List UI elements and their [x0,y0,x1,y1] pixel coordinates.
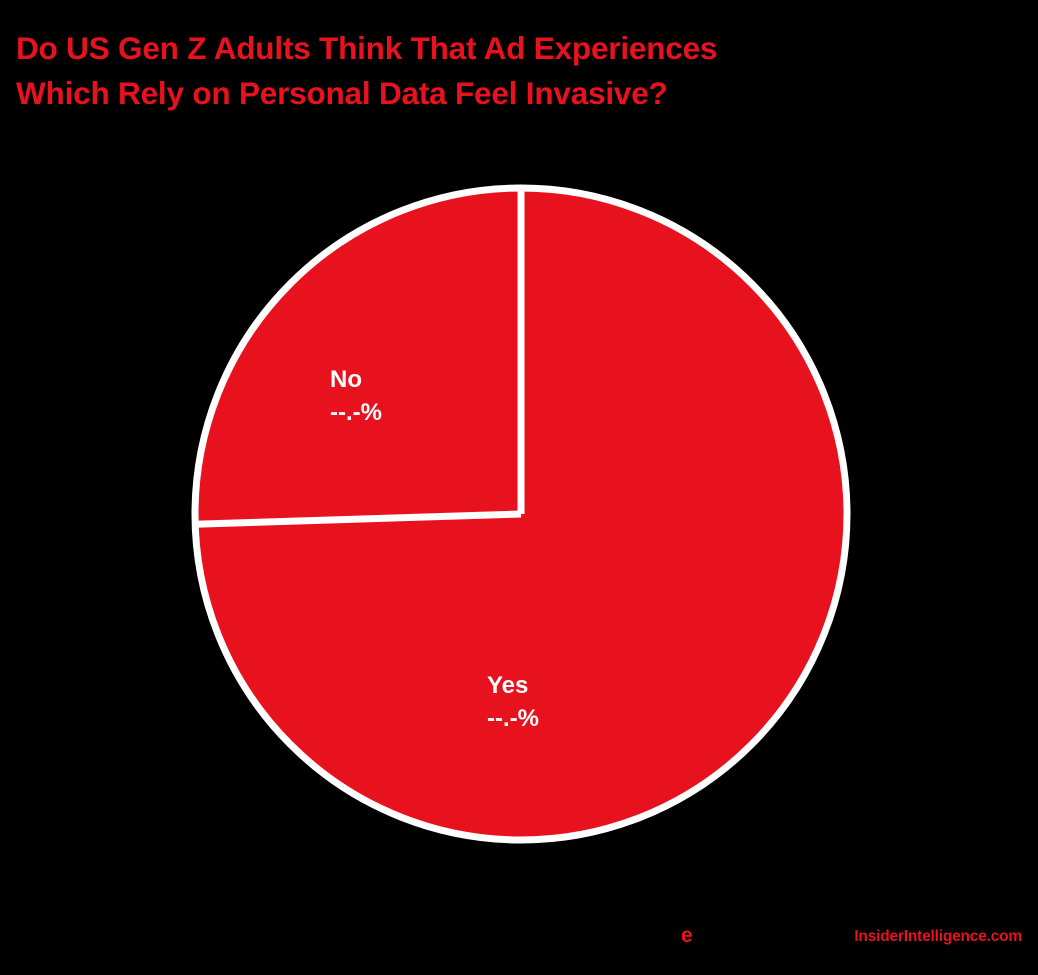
footer: e InsiderIntelligence.com [0,920,1038,975]
pie-label-no-name: No [330,366,362,393]
brand-domain-label: InsiderIntelligence.com [854,928,1022,945]
page-title: Do US Gen Z Adults Think That Ad Experie… [16,30,718,111]
pie-label-yes: Yes --.-% [487,669,539,735]
pie-divider-left [195,510,522,528]
pie-label-no-value: --.-% [330,399,382,426]
pie-label-no: No --.-% [330,363,382,429]
pie-label-yes-value: --.-% [487,705,539,732]
pie-slice-no[interactable] [194,188,521,525]
pie-label-yes-name: Yes [487,672,529,699]
emarketer-logo-icon: e [681,924,693,947]
